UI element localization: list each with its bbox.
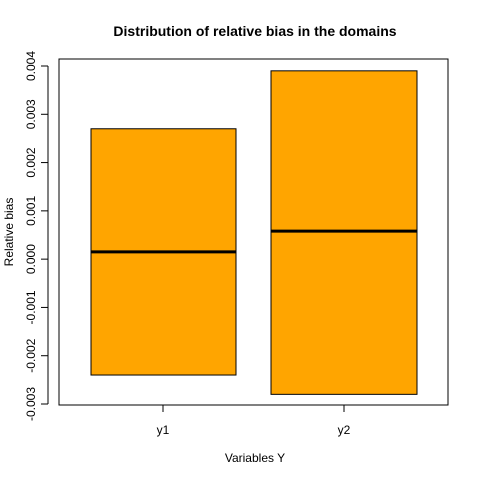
y-tick-label: -0.002 (24, 338, 38, 372)
x-axis-label: Variables Y (225, 451, 285, 465)
y-tick-label: 0.002 (24, 147, 38, 177)
y-tick-label: 0.001 (24, 196, 38, 226)
y-tick-label: -0.003 (24, 387, 38, 421)
y-axis: -0.003 -0.002 -0.001 0.000 0.001 0.002 0.003 0.… (24, 51, 48, 421)
chart-title: Distribution of relative bias in the dom… (113, 23, 396, 39)
y-tick-label: -0.001 (24, 290, 38, 324)
boxes-group (91, 71, 417, 395)
y-tick-label: 0.000 (24, 244, 38, 274)
x-axis: y1 y2 (157, 405, 351, 437)
x-tick-label-y1: y1 (157, 423, 170, 437)
y-tick-label: 0.004 (24, 51, 38, 81)
y-tick-label: 0.003 (24, 99, 38, 129)
x-tick-label-y2: y2 (338, 423, 351, 437)
y-axis-label: Relative bias (2, 198, 16, 267)
